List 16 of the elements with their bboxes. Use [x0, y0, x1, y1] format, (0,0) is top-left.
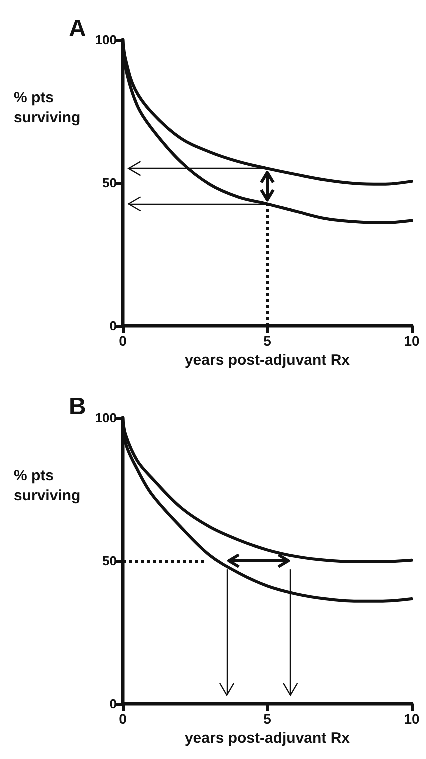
- x-axis-title: years post-adjuvant Rx: [184, 352, 351, 369]
- x-axis-title: years post-adjuvant Rx: [184, 730, 351, 747]
- y-tick-label: 0: [110, 318, 117, 334]
- y-tick-label: 100: [95, 410, 117, 426]
- x-tick-label: 10: [404, 711, 420, 727]
- y-tick-label: 50: [102, 176, 117, 190]
- x-tick-label: 5: [264, 333, 272, 349]
- chart-title: A: [69, 16, 86, 42]
- chart-title: B: [69, 394, 86, 420]
- y-axis-title: % pts surviving: [14, 90, 81, 126]
- x-tick-label: 10: [404, 333, 420, 349]
- y-tick-label: 50: [102, 554, 117, 568]
- y-axis-title: % pts surviving: [14, 468, 81, 504]
- x-tick-label: 5: [264, 711, 272, 727]
- y-tick-label: 0: [110, 696, 117, 712]
- y-tick-label: 100: [95, 32, 117, 48]
